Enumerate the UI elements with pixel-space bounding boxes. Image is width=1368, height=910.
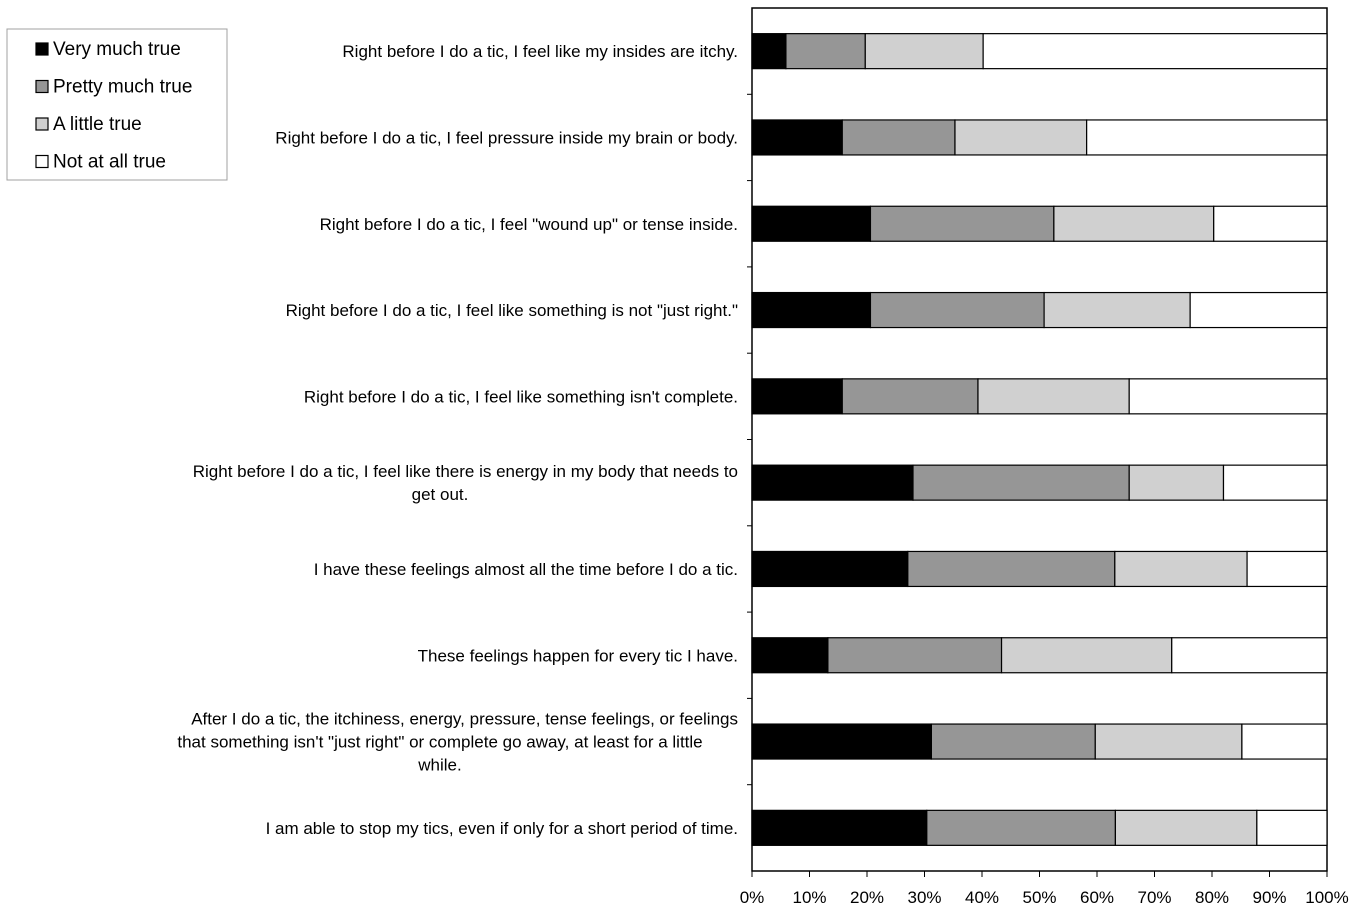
category-label-line: Right before I do a tic, I feel pressure… [275, 128, 738, 147]
legend-swatch [35, 42, 49, 56]
category-label-line: Right before I do a tic, I feel like my … [342, 42, 738, 61]
x-axis-ticks: 0% 10% 20% 30% 40% 50% 60% 70% 80% 90% 100% [740, 871, 1349, 907]
bar-segment-not-at-all-true [1128, 378, 1328, 415]
bar-segment-a-little-true [977, 378, 1130, 415]
legend-swatch [35, 154, 49, 169]
category-label: These feelings happen for every tic I ha… [418, 646, 738, 665]
bar-segment-pretty-much-true [930, 723, 1096, 760]
bar-segment-pretty-much-true [869, 291, 1045, 329]
category-label-line: These feelings happen for every tic I ha… [418, 646, 738, 665]
bar-segment-pretty-much-true [912, 464, 1130, 501]
legend-label: Pretty much true [53, 77, 192, 98]
x-tick-label: 70% [1137, 888, 1171, 907]
category-label: Right before I do a tic, I feel like som… [304, 387, 738, 406]
bar-segment-very-much-true [751, 637, 829, 674]
bar-segment-very-much-true [751, 464, 914, 501]
category-label: Right before I do a tic, I feel pressure… [275, 128, 738, 147]
bar-segment-very-much-true [751, 809, 928, 846]
bar-segment-not-at-all-true [1246, 550, 1328, 588]
bar-segment-not-at-all-true [1241, 723, 1328, 760]
bar-segment-very-much-true [751, 33, 787, 70]
bar-segment-not-at-all-true [1171, 637, 1328, 674]
bar-segment-pretty-much-true [827, 637, 1003, 674]
x-tick-label: 90% [1252, 888, 1286, 907]
bar-segment-a-little-true [1094, 723, 1243, 760]
category-label: I am able to stop my tics, even if only … [266, 819, 738, 838]
x-tick-label: 30% [907, 888, 941, 907]
category-label: I have these feelings almost all the tim… [314, 560, 738, 579]
x-tick-label: 60% [1080, 888, 1114, 907]
category-label-line: while. [417, 756, 461, 775]
x-tick-label: 10% [792, 888, 826, 907]
bar-segment-not-at-all-true [1222, 464, 1328, 501]
category-label: Right before I do a tic, I feel like the… [193, 462, 738, 504]
category-label-line: Right before I do a tic, I feel like the… [193, 462, 738, 481]
x-tick-label: 80% [1195, 888, 1229, 907]
bar-segment-pretty-much-true [785, 33, 866, 70]
bar-segment-not-at-all-true [1256, 809, 1328, 846]
category-label-line: get out. [412, 485, 469, 504]
category-labels: Right before I do a tic, I feel like my … [177, 42, 738, 838]
x-tick-label: 50% [1022, 888, 1056, 907]
bar-segment-a-little-true [1043, 291, 1191, 329]
bar-segment-very-much-true [751, 205, 872, 242]
bar-segment-a-little-true [1128, 464, 1225, 501]
x-tick-label: 20% [850, 888, 884, 907]
bar-segment-not-at-all-true [1213, 205, 1328, 242]
category-label-line: Right before I do a tic, I feel like som… [304, 387, 738, 406]
legend-swatch [35, 117, 49, 131]
bar-segment-very-much-true [751, 291, 872, 329]
legend-swatch [35, 79, 49, 94]
category-label-line: Right before I do a tic, I feel "wound u… [320, 215, 738, 234]
category-label: Right before I do a tic, I feel "wound u… [320, 215, 738, 234]
plot-area [747, 7, 1328, 872]
category-label: After I do a tic, the itchiness, energy,… [177, 710, 738, 775]
bar-segment-a-little-true [1000, 637, 1173, 674]
legend-label: A little true [53, 114, 142, 135]
bar-segment-pretty-much-true [841, 378, 979, 415]
bar-segment-a-little-true [1114, 809, 1258, 846]
bar-segment-pretty-much-true [869, 205, 1055, 242]
category-label-line: Right before I do a tic, I feel like som… [286, 301, 738, 320]
bar-segment-very-much-true [751, 723, 932, 760]
bar-segment-not-at-all-true [1189, 291, 1328, 329]
category-label: Right before I do a tic, I feel like my … [342, 42, 738, 61]
category-label-line: After I do a tic, the itchiness, energy,… [191, 710, 738, 729]
category-label-line: that something isn't "just right" or com… [177, 733, 702, 752]
bar-segment-very-much-true [751, 378, 843, 415]
bar-segment-pretty-much-true [841, 119, 956, 156]
x-tick-label: 0% [740, 888, 765, 907]
bar-segment-a-little-true [864, 33, 984, 70]
legend-label: Very much true [53, 39, 181, 60]
legend: Very much true Pretty much true A little t… [6, 28, 228, 181]
legend-label: Not at all true [53, 152, 166, 173]
bar-segment-pretty-much-true [907, 550, 1116, 588]
x-tick-label: 100% [1305, 888, 1348, 907]
bar-segment-a-little-true [954, 119, 1088, 156]
bar-segment-very-much-true [751, 119, 843, 156]
bar-segment-a-little-true [1114, 550, 1248, 588]
bar-segment-not-at-all-true [1086, 119, 1328, 156]
bar-segment-not-at-all-true [982, 33, 1328, 70]
bar-segment-pretty-much-true [926, 809, 1116, 846]
category-label: Right before I do a tic, I feel like som… [286, 301, 738, 320]
bar-segment-very-much-true [751, 550, 909, 588]
x-tick-label: 40% [965, 888, 999, 907]
bar-segment-a-little-true [1053, 205, 1215, 242]
category-label-line: I have these feelings almost all the tim… [314, 560, 738, 579]
category-label-line: I am able to stop my tics, even if only … [266, 819, 738, 838]
